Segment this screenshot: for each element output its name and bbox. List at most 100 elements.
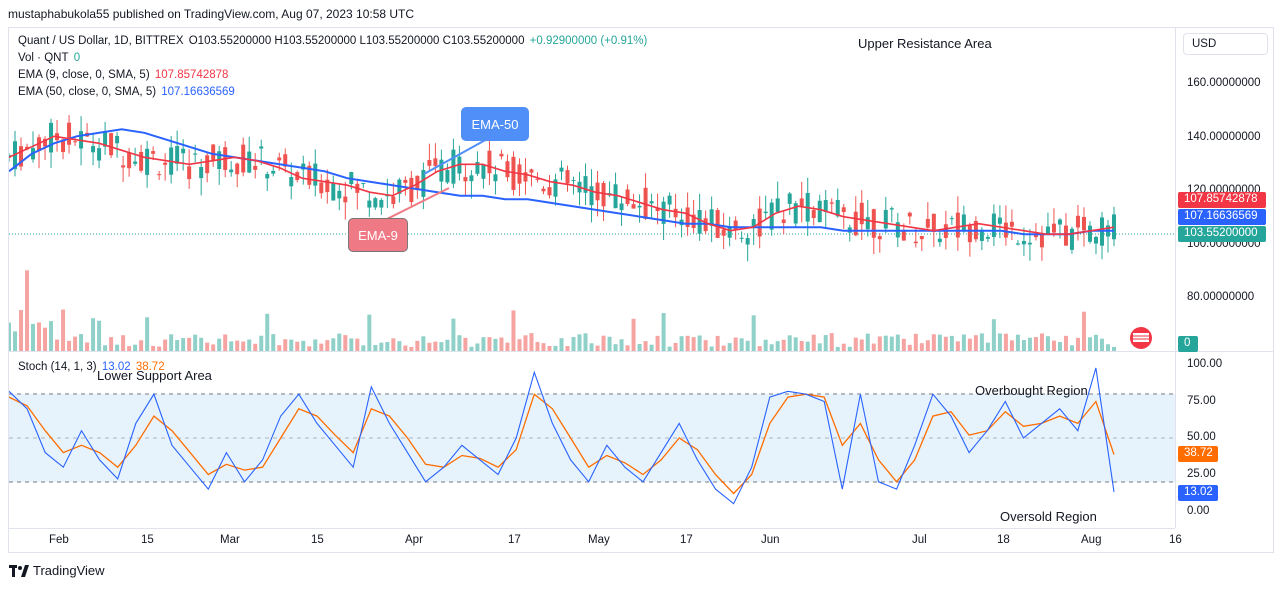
ohlc-values: O103.55200000 H103.55200000 L103.5520000… — [188, 35, 525, 47]
candle-body — [337, 190, 342, 199]
volume-bar — [631, 318, 636, 351]
candle-body — [775, 198, 780, 213]
volume-bar — [1069, 345, 1074, 351]
candle-body — [781, 219, 786, 223]
candle-body — [331, 183, 336, 201]
candle-body — [865, 217, 870, 230]
ema9-line — [9, 135, 1115, 235]
volume-bar — [133, 344, 138, 351]
volume-bar — [547, 346, 552, 351]
volume-bar — [1045, 336, 1050, 351]
time-tick: Feb — [49, 534, 69, 546]
candle-body — [289, 177, 294, 187]
ema9-label: EMA (9, close, 0, SMA, 5) — [18, 69, 150, 81]
tradingview-logo[interactable]: TradingView — [9, 563, 105, 578]
stoch-axis[interactable] — [1175, 352, 1273, 528]
volume-bar — [1063, 335, 1068, 351]
candle-body — [967, 225, 972, 243]
volume-bar — [475, 343, 480, 351]
volume-bar — [925, 340, 930, 351]
candle-body — [583, 176, 588, 193]
volume-bar — [781, 339, 786, 351]
ema50-label: EMA (50, close, 0, SMA, 5) — [18, 86, 157, 98]
candle-body — [499, 153, 504, 157]
candle-body — [523, 172, 528, 182]
volume-bar — [265, 313, 270, 351]
candle-body — [247, 151, 252, 173]
volume-bar — [805, 341, 810, 351]
volume-bar — [649, 344, 654, 351]
volume-bar — [685, 335, 690, 351]
volume-bar — [1039, 333, 1044, 351]
candle-body — [601, 183, 606, 207]
volume-bar — [859, 339, 864, 351]
volume-bar — [1087, 337, 1092, 351]
candle-body — [427, 159, 432, 166]
price-tick: 160.00000000 — [1187, 77, 1261, 89]
candle-body — [133, 161, 138, 164]
volume-bar — [379, 342, 384, 351]
candle-body — [727, 226, 732, 238]
volume-bar — [493, 338, 498, 351]
volume-bar — [19, 310, 24, 351]
stoch-d-value: 38.72 — [135, 361, 165, 373]
price-chart[interactable] — [9, 28, 1175, 351]
candle-body — [853, 211, 858, 236]
volume-bar — [175, 340, 180, 351]
time-tick: Mar — [220, 534, 240, 546]
candles — [9, 115, 1116, 262]
candle-body — [559, 167, 564, 172]
volume-bar — [403, 345, 408, 351]
candle-body — [871, 209, 876, 238]
candle-body — [43, 138, 48, 147]
candle-body — [1081, 216, 1086, 231]
stoch-k-badge: 13.02 — [1178, 485, 1218, 501]
candle-body — [205, 155, 210, 174]
candle-body — [799, 198, 804, 208]
candle-body — [553, 179, 558, 197]
candle-body — [469, 175, 474, 182]
volume-bar — [391, 338, 396, 351]
time-tick: Apr — [405, 534, 423, 546]
candle-body — [787, 193, 792, 204]
candle-body — [901, 230, 906, 241]
volume-bar — [289, 339, 294, 351]
symbol-label: Quant / US Dollar, 1D, BITTREX — [18, 35, 184, 47]
stochastic-chart[interactable] — [9, 352, 1175, 528]
volume-bar — [511, 310, 516, 351]
currency-button[interactable]: USD — [1183, 33, 1268, 55]
volume-bar — [709, 346, 714, 351]
candle-body — [949, 218, 954, 220]
candle-body — [91, 146, 96, 153]
volume-bar — [607, 336, 612, 351]
last-price-badge: 103.55200000 — [1178, 226, 1266, 242]
volume-bar — [1015, 334, 1020, 351]
stoch-label: Stoch (14, 1, 3) — [18, 361, 97, 373]
volume-bar — [565, 346, 570, 351]
volume-bar — [901, 338, 906, 351]
stoch-tick: 50.00 — [1187, 431, 1216, 443]
time-axis[interactable]: Feb 15 Mar 15 Apr 17 May 17 Jun Jul 18 A… — [9, 528, 1182, 552]
volume-bar — [553, 345, 558, 351]
volume-bar — [625, 345, 630, 351]
volume-bar — [253, 343, 258, 351]
candle-body — [505, 161, 510, 178]
price-axis[interactable] — [1175, 28, 1273, 351]
candle-body — [997, 217, 1002, 224]
candle-body — [1015, 243, 1020, 245]
candle-body — [739, 237, 744, 239]
candle-body — [673, 208, 678, 218]
candle-body — [109, 133, 114, 156]
volume-bar — [319, 343, 324, 351]
volume-bar — [739, 338, 744, 351]
volume-bar — [283, 339, 288, 351]
volume-bar — [49, 321, 54, 351]
candle-body — [751, 218, 756, 228]
candle-body — [697, 209, 702, 234]
time-tick: 18 — [997, 534, 1010, 546]
stoch-d-line — [9, 393, 1115, 495]
candle-body — [685, 207, 690, 227]
volume-bar — [829, 333, 834, 351]
volume-bar — [343, 335, 348, 351]
volume-bar — [757, 346, 762, 351]
